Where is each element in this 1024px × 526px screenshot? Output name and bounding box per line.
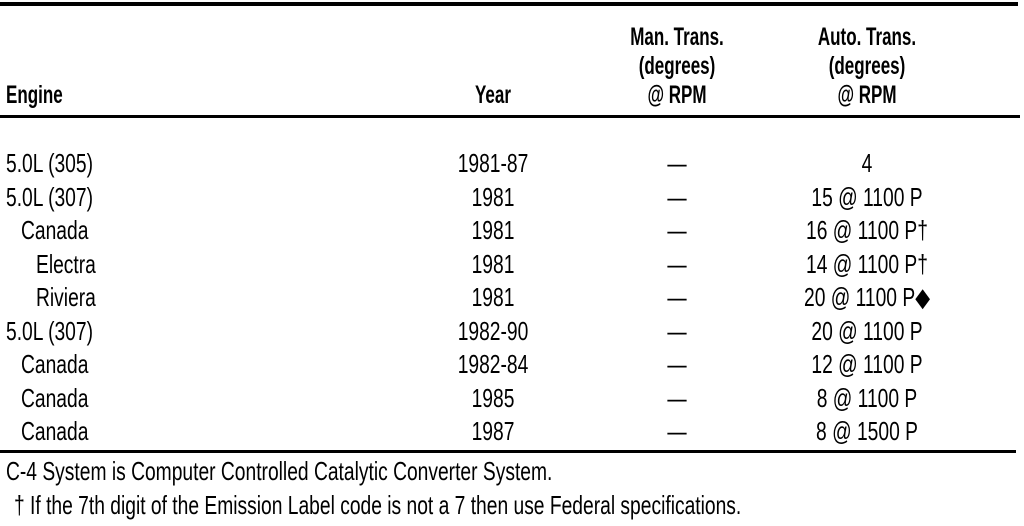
cell-man-trans: —	[667, 215, 687, 245]
cell-man-trans: —	[667, 416, 687, 446]
header-year: Year	[475, 81, 511, 109]
cell-engine: Canada	[21, 215, 89, 245]
cell-auto-trans: 8 @ 1500 P	[816, 416, 918, 446]
header-engine: Engine	[6, 81, 63, 109]
cell-year: 1981-87	[457, 148, 529, 178]
header-man-trans-1: Man. Trans.	[630, 23, 724, 51]
cell-man-trans: —	[667, 349, 687, 379]
cell-auto-trans: 12 @ 1100 P	[811, 349, 923, 379]
cell-auto-trans: 4	[861, 148, 873, 178]
cell-auto-trans: 20 @ 1100 P◆	[804, 282, 930, 312]
cell-engine: Canada	[21, 416, 89, 446]
top-rule	[0, 2, 1018, 6]
cell-man-trans: —	[667, 181, 687, 212]
cell-year: 1981	[471, 282, 515, 312]
cell-year: 1981	[471, 181, 515, 212]
cell-year: 1982-84	[457, 349, 529, 379]
header-rule	[0, 115, 1020, 118]
cell-auto-trans: 8 @ 1100 P	[816, 382, 918, 413]
cell-engine: Riviera	[36, 282, 96, 312]
header-auto-trans-3: @ RPM	[837, 81, 897, 109]
cell-man-trans: —	[667, 315, 687, 346]
cell-man-trans: —	[667, 282, 687, 312]
cell-auto-trans: 15 @ 1100 P	[811, 181, 923, 212]
header-man-trans-2: (degrees)	[638, 52, 716, 80]
cell-engine: Electra	[36, 248, 96, 279]
header-auto-trans-2: (degrees)	[828, 52, 906, 80]
footnote-dagger: † If the 7th digit of the Emission Label…	[14, 490, 742, 520]
cell-man-trans: —	[667, 248, 687, 279]
cell-engine: Canada	[21, 349, 89, 379]
cell-year: 1981	[471, 248, 515, 279]
cell-year: 1981	[471, 215, 515, 245]
header-man-trans-3: @ RPM	[647, 81, 707, 109]
footnote-c4: C-4 System is Computer Controlled Cataly…	[6, 456, 553, 486]
cell-year: 1982-90	[457, 315, 529, 346]
cell-engine: 5.0L (307)	[6, 315, 93, 346]
bottom-rule	[0, 450, 1016, 453]
header-auto-trans-1: Auto. Trans.	[817, 23, 917, 51]
cell-auto-trans: 20 @ 1100 P	[811, 315, 923, 346]
cell-man-trans: —	[667, 382, 687, 413]
cell-year: 1987	[471, 416, 515, 446]
cell-auto-trans: 14 @ 1100 P†	[806, 248, 928, 279]
cell-auto-trans: 16 @ 1100 P†	[806, 215, 928, 245]
cell-engine: 5.0L (305)	[6, 148, 93, 178]
cell-engine: 5.0L (307)	[6, 181, 93, 212]
cell-year: 1985	[471, 382, 515, 413]
cell-man-trans: —	[667, 148, 687, 178]
cell-engine: Canada	[21, 382, 89, 413]
